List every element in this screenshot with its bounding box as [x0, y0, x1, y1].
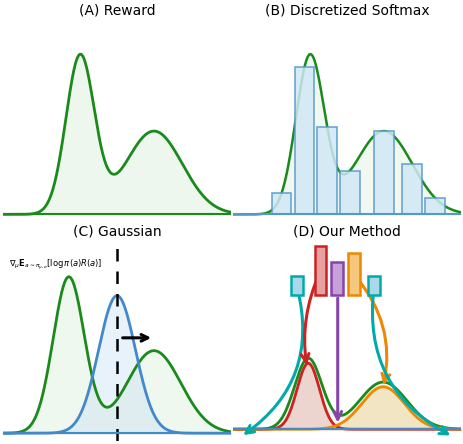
Bar: [347, 253, 359, 295]
Bar: [290, 277, 302, 295]
Bar: [317, 127, 336, 214]
Title: (B) Discretized Softmax: (B) Discretized Softmax: [264, 4, 428, 17]
Title: (C) Gaussian: (C) Gaussian: [73, 224, 161, 238]
Bar: [373, 131, 393, 214]
Bar: [331, 262, 343, 295]
Title: (A) Reward: (A) Reward: [79, 4, 155, 17]
Bar: [314, 246, 326, 295]
Bar: [424, 198, 444, 214]
Title: (D) Our Method: (D) Our Method: [293, 224, 400, 238]
Bar: [339, 170, 359, 214]
Bar: [294, 67, 313, 214]
Bar: [401, 164, 421, 214]
Bar: [367, 277, 379, 295]
Text: $\nabla_\mu\mathbf{E}_{a\sim\pi_{\mu,\sigma}}[\log\pi(a)R(a)]$: $\nabla_\mu\mathbf{E}_{a\sim\pi_{\mu,\si…: [9, 257, 102, 272]
Bar: [271, 193, 291, 214]
